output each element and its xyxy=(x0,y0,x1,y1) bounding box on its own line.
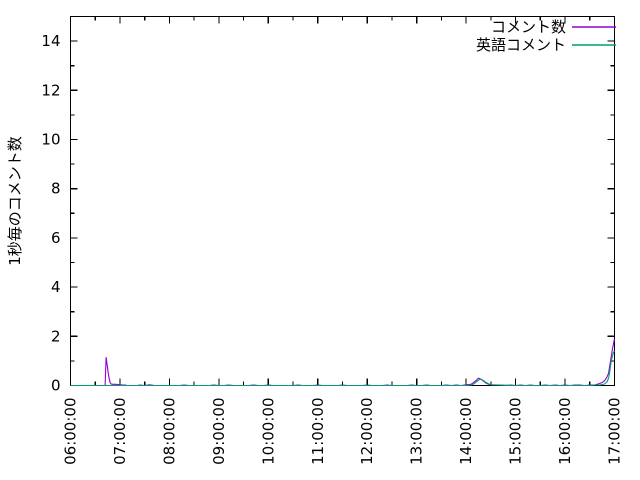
x-tick-label: 08:00:00 xyxy=(160,398,178,465)
y-tick-label: 6 xyxy=(51,229,61,247)
y-tick-label: 14 xyxy=(41,32,60,50)
series-line-2 xyxy=(70,350,615,387)
x-tick-label: 16:00:00 xyxy=(556,398,574,465)
y-tick-label: 4 xyxy=(51,278,61,296)
y-axis-tick-labels: 0 2 4 6 8 10 12 14 xyxy=(41,32,60,394)
data-series-group xyxy=(70,338,616,387)
legend-label-2: 英語コメント xyxy=(476,36,566,54)
y-tick-label: 8 xyxy=(51,180,61,198)
x-tick-label: 12:00:00 xyxy=(358,398,376,465)
y-tick-label: 0 xyxy=(51,377,61,395)
x-tick-label: 11:00:00 xyxy=(309,398,327,465)
x-tick-label: 13:00:00 xyxy=(408,398,426,465)
x-axis-ticks xyxy=(69,16,616,386)
x-tick-label: 09:00:00 xyxy=(210,398,228,465)
x-tick-label: 15:00:00 xyxy=(507,398,525,465)
x-axis-tick-labels: 06:00:00 07:00:00 08:00:00 09:00:00 10:00:00… xyxy=(62,398,624,465)
y-tick-label: 2 xyxy=(51,327,61,345)
y-axis-title: 1秒毎のコメント数 xyxy=(6,136,24,266)
x-tick-label: 14:00:00 xyxy=(457,398,475,465)
y-tick-label: 12 xyxy=(41,81,60,99)
y-tick-label: 10 xyxy=(41,131,60,149)
x-tick-label: 17:00:00 xyxy=(606,398,624,465)
x-tick-label: 06:00:00 xyxy=(62,398,80,465)
x-tick-label: 07:00:00 xyxy=(111,398,129,465)
legend-label-1: コメント数 xyxy=(491,18,566,36)
x-tick-label: 10:00:00 xyxy=(259,398,277,465)
